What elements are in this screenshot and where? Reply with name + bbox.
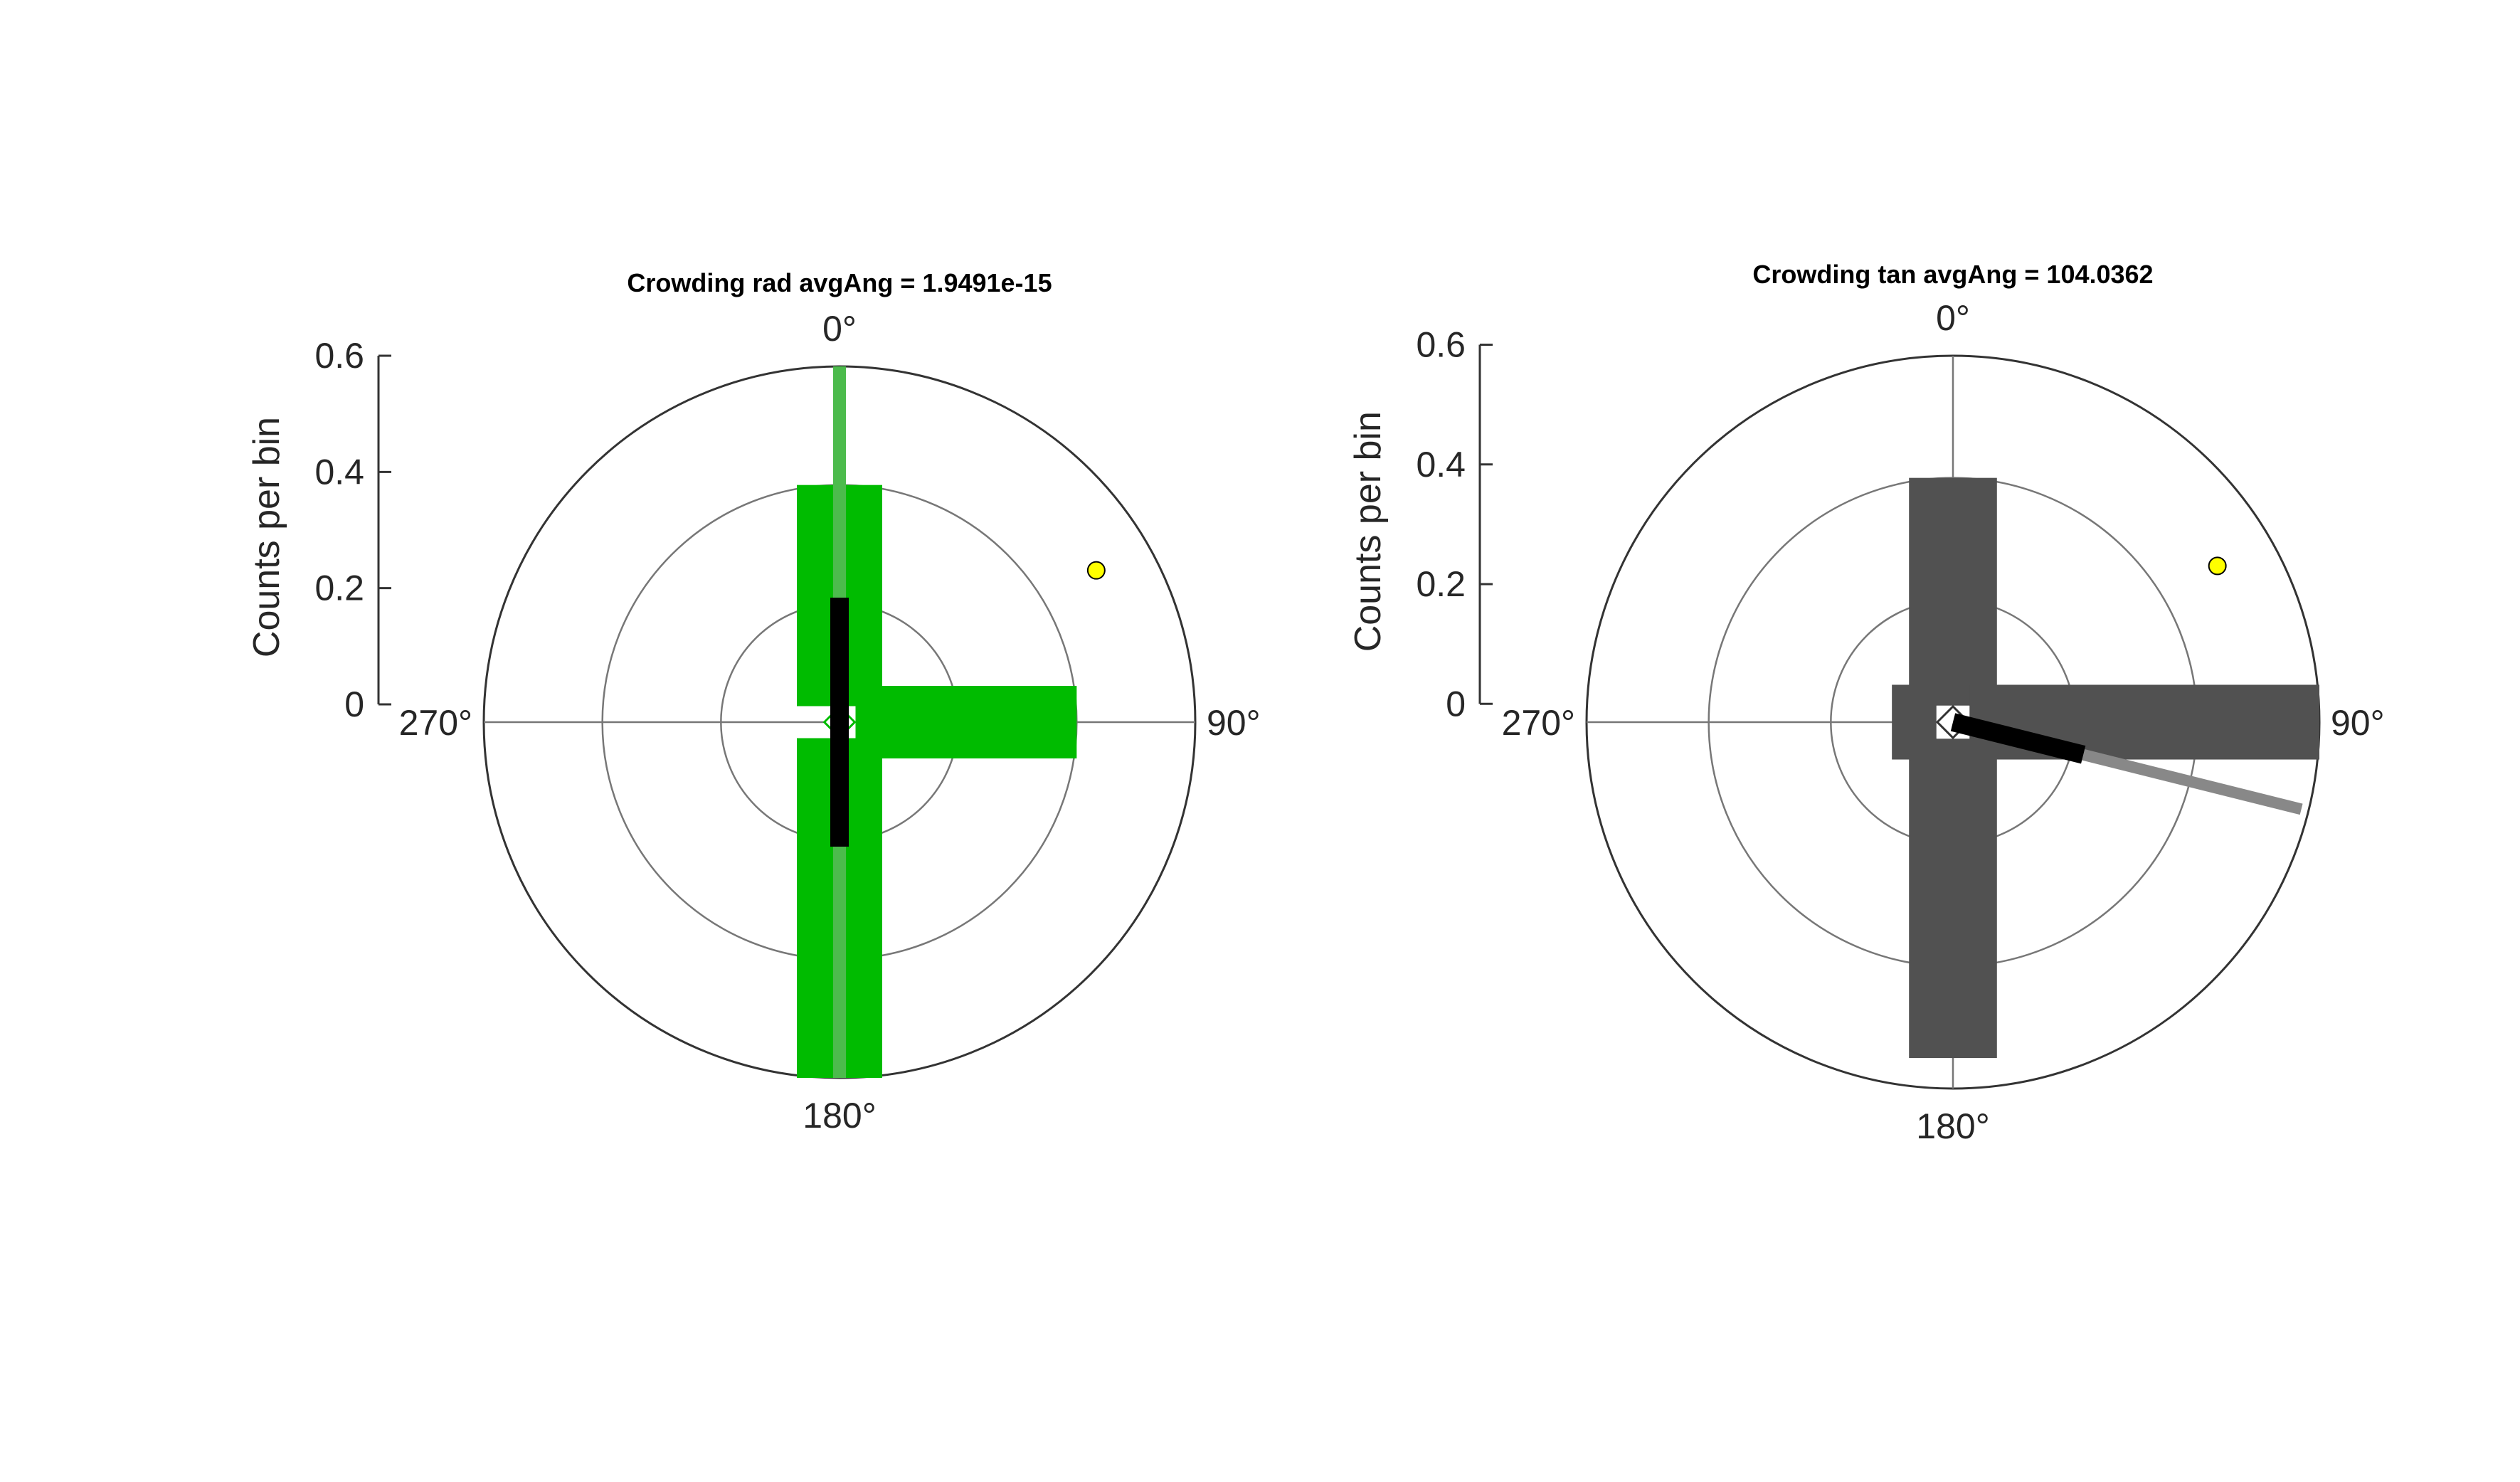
radial-tick-label: 0 (344, 684, 364, 724)
radial-tick-label: 0.6 (314, 336, 364, 376)
theta-tick-label: 0° (1936, 298, 1970, 338)
theta-tick-label: 0° (822, 309, 857, 349)
theta-tick-label: 180° (1916, 1106, 1989, 1146)
polar-panel-tan: Crowding tan avgAng = 104.0362 Counts pe… (1348, 260, 2385, 1146)
radial-tick-label: 0 (1446, 684, 1466, 724)
radial-tick-label: 0.2 (1416, 564, 1466, 604)
chart-title: Crowding rad avgAng = 1.9491e-15 (627, 268, 1052, 297)
histogram-bar (1909, 739, 1997, 1059)
radial-tick-label: 0.6 (1416, 325, 1466, 365)
radial-tick-label: 0.2 (314, 568, 364, 608)
theta-tick-label: 270° (1502, 703, 1575, 743)
radial-tick-label: 0.4 (1416, 445, 1466, 485)
polar-panel-rad: Crowding rad avgAng = 1.9491e-15 Counts … (246, 268, 1261, 1136)
histogram-bar (1892, 684, 1937, 760)
marker-point (2208, 556, 2227, 576)
mean-vector (1950, 713, 2086, 764)
theta-tick-label: 90° (1207, 703, 1261, 743)
theta-tick-label: 270° (399, 703, 472, 743)
radial-tick-label: 0.4 (314, 452, 364, 492)
theta-tick-label: 180° (803, 1096, 876, 1136)
marker-point (1086, 561, 1106, 580)
y-axis-label: Counts per bin (1348, 411, 1389, 652)
histogram-bar (1909, 477, 1997, 706)
theta-tick-label: 90° (2331, 703, 2385, 743)
histogram-bar (855, 686, 1077, 758)
chart-title: Crowding tan avgAng = 104.0362 (1752, 260, 2153, 289)
y-axis-label: Counts per bin (246, 417, 287, 657)
